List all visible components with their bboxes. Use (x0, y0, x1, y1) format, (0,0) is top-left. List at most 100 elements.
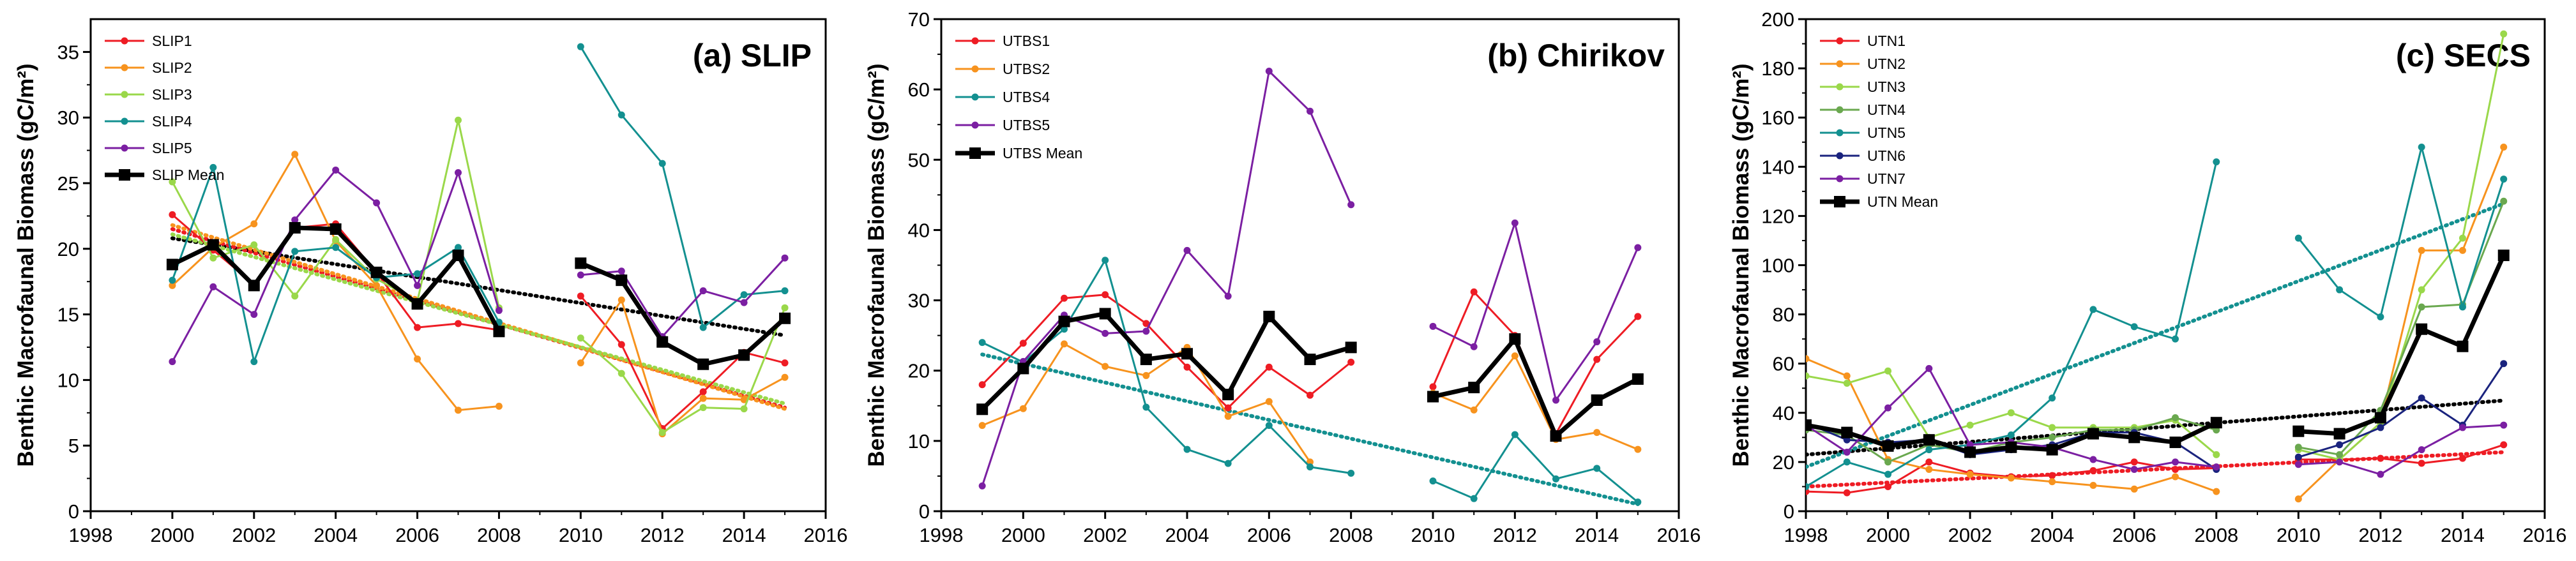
data-point (1841, 426, 1853, 438)
data-point (1925, 465, 1933, 473)
data-point (1511, 431, 1519, 438)
series-line (580, 295, 785, 430)
data-point (1017, 363, 1029, 375)
data-point (1265, 363, 1273, 371)
data-point (1806, 419, 1812, 431)
data-point (1265, 68, 1273, 75)
legend-marker (1836, 37, 1844, 45)
x-tick-label: 2002 (232, 524, 276, 546)
data-point (1102, 291, 1109, 299)
data-point (1925, 446, 1933, 454)
legend-label: UTN7 (1867, 170, 1905, 187)
y-tick-label: 10 (908, 430, 930, 453)
legend-marker (1836, 60, 1844, 68)
data-point (1593, 338, 1601, 346)
x-tick-label: 2012 (2358, 524, 2402, 546)
data-point (209, 254, 217, 262)
data-point (1470, 288, 1478, 295)
data-point (455, 116, 462, 124)
data-point (1470, 406, 1478, 414)
y-tick-label: 140 (1761, 156, 1794, 178)
data-point (2336, 441, 2344, 449)
data-point (1843, 448, 1851, 456)
data-layer (976, 68, 1644, 506)
data-point (209, 163, 217, 171)
y-tick-label: 40 (1773, 402, 1794, 424)
data-point (1142, 371, 1150, 379)
legend-label: SLIP4 (152, 113, 192, 130)
data-point (740, 299, 748, 306)
legend-marker (121, 91, 128, 98)
series-line (579, 261, 787, 367)
data-point (2457, 340, 2469, 352)
y-tick-label: 20 (1773, 451, 1794, 474)
data-point (1307, 107, 1314, 115)
data-point (978, 422, 986, 430)
chart-panel-3: 1998 2000 2002 2004 2006 2008 2010 2012 2014 2016… (1729, 8, 2566, 546)
data-point (291, 248, 299, 255)
legend-marker (121, 37, 128, 45)
series-line (980, 311, 1352, 411)
data-point (978, 339, 986, 347)
data-point (166, 258, 178, 271)
legend-label: UTN2 (1867, 56, 1905, 72)
data-point (169, 358, 176, 366)
data-point (332, 244, 340, 251)
legend-label: UTBS1 (1003, 33, 1050, 49)
data-point (1634, 445, 1642, 453)
data-point (414, 324, 421, 331)
data-point (1806, 372, 1810, 380)
data-point (1884, 470, 1892, 478)
data-point (2292, 425, 2305, 437)
data-point (2418, 394, 2425, 402)
data-point (1347, 470, 1355, 477)
data-point (2418, 286, 2425, 294)
data-point (1307, 458, 1314, 466)
data-point (781, 304, 789, 311)
data-point (1429, 477, 1437, 485)
legend-marker (1834, 196, 1845, 207)
x-tick-label: 2010 (559, 524, 603, 546)
legend-marker (119, 169, 130, 181)
x-tick-label: 2000 (1001, 524, 1045, 546)
data-point (1593, 465, 1601, 472)
data-point (1224, 412, 1232, 420)
legend-label: UTBS4 (1003, 89, 1050, 105)
data-point (1511, 219, 1519, 227)
data-point (2500, 176, 2508, 183)
data-point (699, 287, 707, 295)
plot-frame (89, 18, 827, 512)
trendline (1806, 398, 2506, 457)
data-point (1634, 244, 1642, 251)
data-point (248, 280, 260, 292)
data-point (2007, 431, 2015, 438)
data-point (1142, 327, 1150, 335)
data-point (1511, 352, 1519, 360)
data-point (1966, 421, 1974, 429)
data-point (1345, 341, 1357, 354)
data-point (2336, 458, 2344, 466)
data-point (1102, 363, 1109, 370)
data-point (577, 359, 584, 367)
data-point (2500, 30, 2508, 38)
x-tick-label: 2000 (150, 524, 194, 546)
data-point (740, 396, 748, 403)
legend-marker (121, 117, 128, 125)
data-point (169, 211, 176, 218)
x-tick-label: 2016 (804, 524, 848, 546)
legend-label: UTN Mean (1867, 193, 1938, 210)
y-axis-label: Benthic Macrofaunal Biomass (gC/m²) (1729, 63, 1754, 467)
y-tick-label: 30 (57, 107, 79, 129)
data-point (1304, 354, 1316, 366)
y-tick-label: 20 (57, 238, 79, 260)
data-point (699, 324, 707, 331)
series-line (580, 46, 785, 329)
data-point (1806, 355, 1810, 363)
data-point (1923, 434, 1935, 446)
legend-marker (971, 121, 979, 129)
data-point (781, 373, 789, 381)
data-point (250, 358, 258, 366)
data-point (2046, 444, 2058, 456)
x-tick-label: 2012 (640, 524, 685, 546)
data-point (1925, 458, 1933, 466)
